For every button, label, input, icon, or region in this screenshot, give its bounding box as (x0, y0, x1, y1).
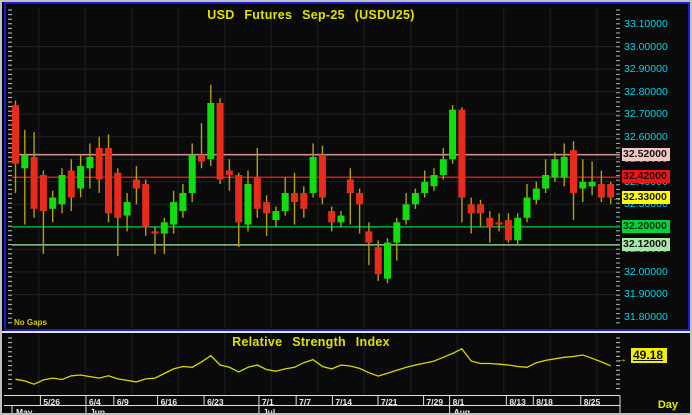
date-tick-label: 6/9 (116, 396, 129, 407)
date-tick-label: 8/18 (536, 396, 553, 407)
price-tick-label: 33.10000 (624, 18, 668, 30)
price-highlight-badge: 32.52000 (622, 147, 670, 161)
date-tick-label: 7/7 (299, 396, 311, 407)
date-tick-label: 6/16 (160, 396, 178, 407)
month-tick-label: Jul (262, 406, 276, 415)
price-highlight-badge: 32.33000 (622, 190, 670, 204)
price-chart-panel[interactable] (4, 2, 690, 331)
month-tick-label: May (16, 406, 33, 415)
chart-title: USD Futures Sep-25 (USDU25) (207, 8, 415, 22)
date-tick-label: 8/13 (509, 396, 526, 407)
price-tick-label: 32.60000 (624, 130, 668, 143)
date-tick-label: 7/14 (335, 396, 352, 407)
price-highlight-badge: 32.42000 (622, 170, 670, 184)
date-tick-label: 6/4 (88, 396, 101, 407)
price-tick-label: 32.90000 (624, 63, 668, 76)
price-tick-label: 33.00000 (624, 40, 668, 53)
rsi-value-badge: 49.18 (631, 348, 668, 363)
price-tick-label: 31.90000 (624, 288, 668, 301)
price-tick-label: 32.80000 (624, 85, 668, 98)
month-tick-label: Aug (453, 406, 471, 415)
date-tick-label: 8/25 (583, 396, 601, 407)
rsi-arrow-icon: → (617, 354, 627, 365)
date-tick-label: 7/21 (380, 396, 398, 407)
no-gaps-label: No Gaps (14, 318, 47, 327)
price-tick-label: 32.70000 (624, 108, 668, 121)
price-highlight-badge: 32.20000 (622, 219, 670, 233)
price-tick-label: 31.80000 (624, 311, 668, 323)
date-tick-label: 5/26 (43, 396, 60, 407)
month-tick-label: Jun (89, 406, 106, 415)
date-tick-label: 7/1 (261, 396, 274, 407)
panel-separator (2, 331, 690, 333)
date-tick-label: 6/23 (207, 396, 224, 407)
current-price-arrow-icon: → (612, 192, 622, 204)
price-tick-label: 32.00000 (624, 265, 668, 278)
date-tick-label: 7/29 (426, 396, 444, 407)
price-highlight-badge: 32.12000 (622, 237, 670, 251)
date-axis[interactable] (4, 395, 690, 413)
timeframe-label[interactable]: Day (657, 399, 678, 411)
date-tick-label: 8/1 (452, 396, 465, 407)
rsi-title: Relative Strength Index (232, 335, 390, 349)
